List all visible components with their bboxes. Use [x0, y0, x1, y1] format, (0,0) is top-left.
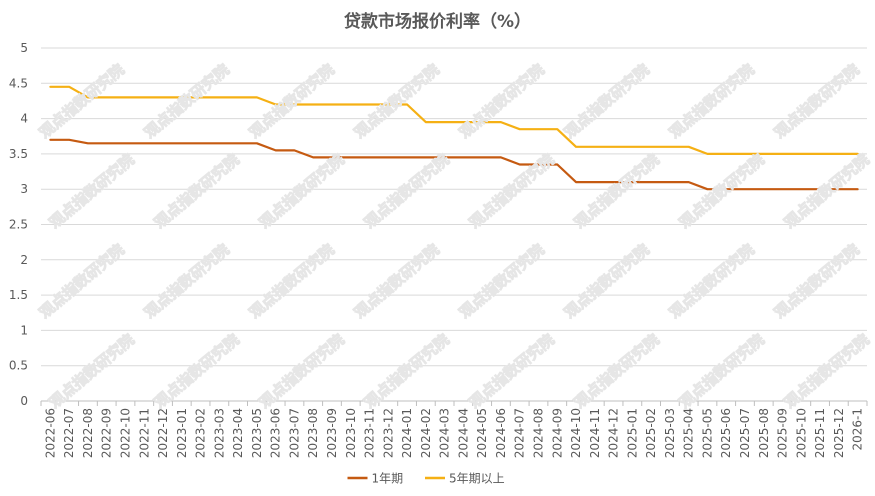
legend: 1年期 5年期以上 — [347, 472, 505, 486]
watermark-text: 观点指数研究院 — [36, 61, 128, 142]
x-tick-label: 2025-07 — [738, 408, 752, 458]
watermark-text: 观点指数研究院 — [246, 241, 338, 322]
watermark-text: 观点指数研究院 — [561, 241, 653, 322]
x-tick-label: 2025-12 — [832, 408, 846, 458]
watermark-text: 观点指数研究院 — [361, 151, 453, 232]
legend-label-1: 1年期 — [372, 472, 404, 486]
x-tick-label: 2023-10 — [344, 408, 358, 458]
y-tick-label: 5 — [20, 41, 28, 55]
chart-title: 贷款市场报价利率（%） — [344, 11, 531, 32]
x-tick-label: 2025-04 — [682, 408, 696, 458]
y-tick-label: 2.5 — [9, 218, 28, 232]
series-line-2 — [49, 85, 859, 155]
x-tick-label: 2025-01 — [625, 408, 639, 458]
x-tick-label: 2024-07 — [513, 408, 527, 458]
y-tick-label: 1.5 — [9, 288, 28, 302]
watermark-text: 观点指数研究院 — [771, 241, 863, 322]
x-tick-label: 2022-11 — [137, 408, 151, 458]
x-tick-label: 2023-06 — [269, 408, 283, 458]
x-tick-label: 2025-08 — [757, 408, 771, 458]
x-tick-label: 2023-03 — [212, 408, 226, 458]
watermark-text: 观点指数研究院 — [351, 61, 443, 142]
x-tick-label: 2023-04 — [231, 408, 245, 458]
x-tick-label: 2024-08 — [531, 408, 545, 458]
x-tick-label: 2023-08 — [306, 408, 320, 458]
watermark-text: 观点指数研究院 — [246, 61, 338, 142]
x-tick-label: 2023-11 — [363, 408, 377, 458]
series-line-1 — [49, 138, 859, 191]
x-tick-label: 2025-11 — [813, 408, 827, 458]
watermark-text: 观点指数研究院 — [466, 331, 558, 412]
legend-label-2: 5年期以上 — [449, 472, 505, 486]
y-tick-label: 3.5 — [9, 147, 28, 161]
watermark-text: 观点指数研究院 — [361, 331, 453, 412]
y-tick-label: 4 — [20, 112, 28, 126]
x-tick-label: 2023-12 — [381, 408, 395, 458]
watermark-text: 观点指数研究院 — [771, 61, 863, 142]
x-tick-label: 2022-06 — [43, 408, 57, 458]
series-lines — [49, 85, 859, 191]
x-tick-label: 2022-07 — [62, 408, 76, 458]
watermark-text: 观点指数研究院 — [466, 151, 558, 232]
y-axis-ticks: 0 0.5 1 1.5 2 2.5 3 3.5 4 4.5 5 — [9, 41, 28, 408]
x-tick-label: 2025-03 — [663, 408, 677, 458]
x-tick-label: 2025-09 — [776, 408, 790, 458]
x-tick-label: 2024-03 — [438, 408, 452, 458]
watermark-text: 观点指数研究院 — [666, 61, 758, 142]
x-tick-label: 2022-08 — [81, 408, 95, 458]
watermark-text: 观点指数研究院 — [36, 241, 128, 322]
watermark-text: 观点指数研究院 — [46, 331, 138, 412]
watermark-text: 观点指数研究院 — [676, 151, 768, 232]
watermark-text: 观点指数研究院 — [256, 151, 348, 232]
x-tick-label: 2025-05 — [700, 408, 714, 458]
watermark-text: 观点指数研究院 — [456, 241, 548, 322]
x-tick-label: 2024-02 — [419, 408, 433, 458]
watermark-text: 观点指数研究院 — [561, 61, 653, 142]
watermark-text: 观点指数研究院 — [351, 241, 443, 322]
y-tick-label: 1 — [20, 323, 28, 337]
x-tick-label: 2024-04 — [456, 408, 470, 458]
x-tick-label: 2024-06 — [494, 408, 508, 458]
x-tick-label: 2025-10 — [794, 408, 808, 458]
x-tick-label: 2025-06 — [719, 408, 733, 458]
watermark-text: 观点指数研究院 — [256, 331, 348, 412]
y-tick-label: 2 — [20, 253, 28, 267]
watermark-text: 观点指数研究院 — [676, 331, 768, 412]
x-tick-label: 2022-10 — [118, 408, 132, 458]
x-tick-label: 2024-05 — [475, 408, 489, 458]
x-tick-label: 2024-10 — [569, 408, 583, 458]
x-tick-label: 2022-09 — [100, 408, 114, 458]
x-tick-label: 2022-12 — [156, 408, 170, 458]
x-axis-ticks: 2022-06 2022-07 2022-08 2022-09 2022-10 2022-… — [40, 401, 868, 458]
watermark-text: 观点指数研究院 — [781, 151, 873, 232]
y-tick-label: 4.5 — [9, 76, 28, 90]
y-tick-label: 0 — [20, 394, 28, 408]
x-tick-label: 2025-02 — [644, 408, 658, 458]
watermark-text: 观点指数研究院 — [666, 241, 758, 322]
watermark-text: 观点指数研究院 — [571, 331, 663, 412]
x-tick-label: 2024-12 — [607, 408, 621, 458]
x-tick-label: 2023-05 — [250, 408, 264, 458]
x-tick-label: 2023-07 — [287, 408, 301, 458]
x-tick-label: 2024-09 — [550, 408, 564, 458]
watermark-text: 观点指数研究院 — [571, 151, 663, 232]
x-tick-label: 2024-11 — [588, 408, 602, 458]
watermark-text: 观点指数研究院 — [141, 241, 233, 322]
x-tick-label: 2026-1 — [851, 408, 865, 451]
watermark-layer: 观点指数研究院 观点指数研究院 观点指数研究院 观点指数研究院 观点指数研究院 观点指数研… — [35, 60, 873, 412]
x-tick-label: 2023-01 — [175, 408, 189, 458]
watermark-text: 观点指数研究院 — [141, 61, 233, 142]
watermark-text: 观点指数研究院 — [151, 331, 243, 412]
y-tick-label: 3 — [20, 182, 28, 196]
x-tick-label: 2024-01 — [400, 408, 414, 458]
watermark-text: 观点指数研究院 — [151, 151, 243, 232]
y-tick-label: 0.5 — [9, 359, 28, 373]
watermark-text: 观点指数研究院 — [781, 331, 873, 412]
x-tick-label: 2023-02 — [194, 408, 208, 458]
watermark-text: 观点指数研究院 — [46, 151, 138, 232]
gridlines — [41, 47, 867, 402]
x-tick-label: 2023-09 — [325, 408, 339, 458]
